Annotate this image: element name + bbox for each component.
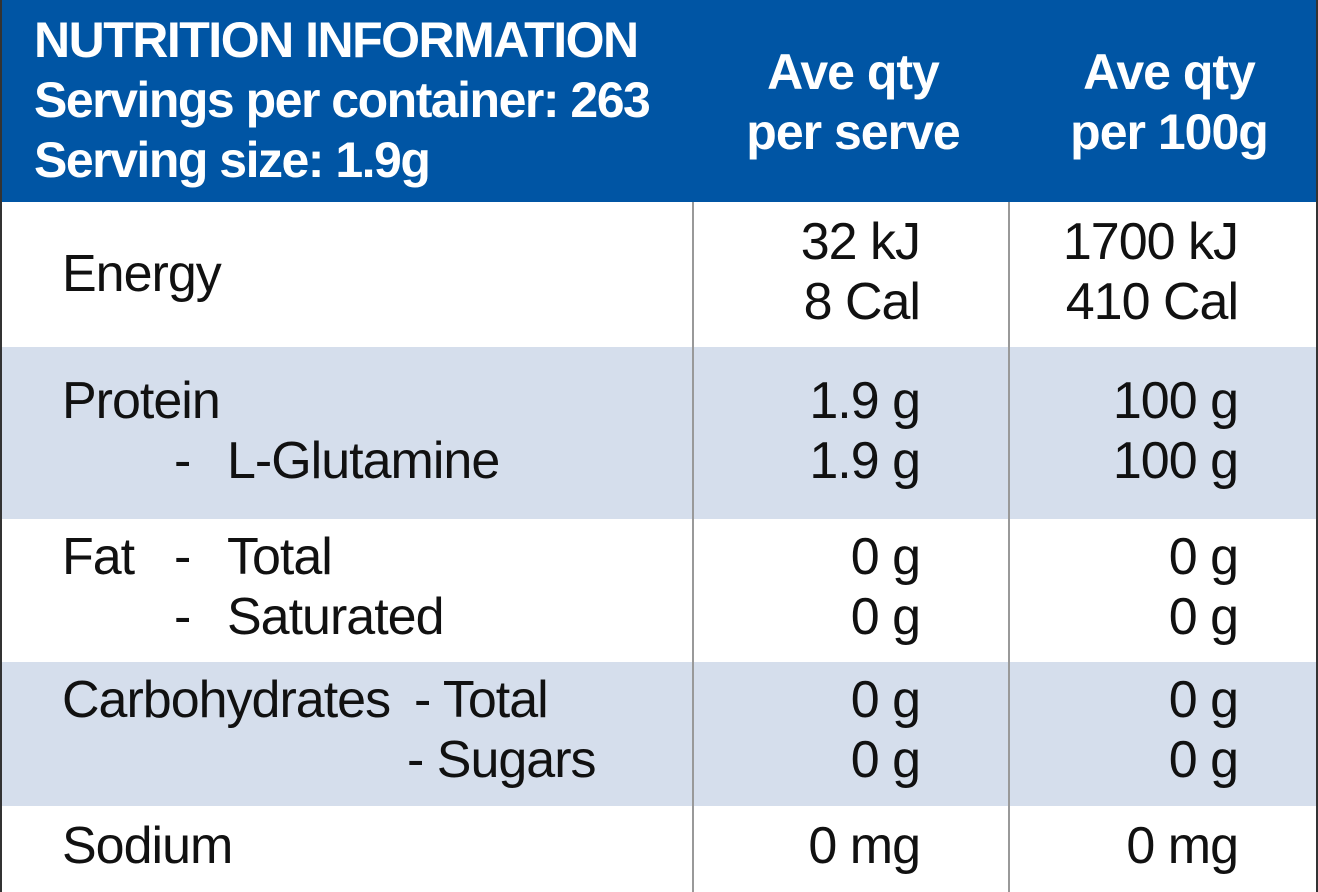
servings-per-container: Servings per container: 263: [34, 72, 651, 128]
table-header: NUTRITION INFORMATION Servings per conta…: [2, 0, 1316, 202]
carbs-sugars-serve: 0 g: [850, 731, 921, 789]
fat-saturated-label: Saturated: [227, 588, 444, 646]
glutamine-serve: 1.9 g: [809, 432, 921, 490]
col-header-line: per 100g: [1070, 104, 1269, 160]
carbs-total-label: - Total: [414, 671, 549, 729]
fat-total-serve: 0 g: [850, 528, 921, 586]
energy-label: Energy: [62, 245, 222, 303]
sodium-serve: 0 mg: [808, 817, 921, 875]
row-fat: Fat - Total - Saturated 0 g 0 g 0 g 0 g: [2, 519, 1316, 662]
column-header-per-100g: Ave qty per 100g: [1012, 42, 1318, 162]
protein-label: Protein: [62, 372, 221, 430]
row-sodium: Sodium 0 mg 0 mg: [2, 806, 1316, 892]
row-protein: Protein - L-Glutamine 1.9 g 1.9 g 100 g …: [2, 347, 1316, 519]
energy-serve-kj: 32 kJ: [800, 213, 921, 271]
sodium-label: Sodium: [62, 817, 233, 875]
fat-total-label: Total: [227, 528, 333, 586]
title: NUTRITION INFORMATION: [34, 12, 639, 68]
col-header-line: Ave qty: [1083, 44, 1256, 100]
row-energy: Energy 32 kJ 8 Cal 1700 kJ 410 Cal: [2, 202, 1316, 347]
carbs-total-serve: 0 g: [850, 671, 921, 729]
fat-dash: -: [174, 528, 191, 586]
column-divider: [1008, 202, 1010, 892]
glutamine-100g: 100 g: [1112, 432, 1239, 490]
col-header-line: per serve: [746, 104, 960, 160]
protein-sub-dash: -: [174, 432, 191, 490]
fat-total-100g: 0 g: [1168, 528, 1239, 586]
col-header-line: Ave qty: [767, 44, 940, 100]
protein-100g: 100 g: [1112, 372, 1239, 430]
column-header-per-serve: Ave qty per serve: [696, 42, 1010, 162]
glutamine-label: L-Glutamine: [227, 432, 500, 490]
energy-100g-kj: 1700 kJ: [1062, 213, 1239, 271]
fat-saturated-100g: 0 g: [1168, 588, 1239, 646]
header-info: NUTRITION INFORMATION Servings per conta…: [34, 10, 651, 190]
fat-label: Fat: [62, 528, 135, 586]
protein-serve: 1.9 g: [809, 372, 921, 430]
serving-size: Serving size: 1.9g: [34, 132, 431, 188]
column-divider: [692, 202, 694, 892]
energy-100g-cal: 410 Cal: [1065, 273, 1239, 331]
carbs-sugars-label: - Sugars: [407, 731, 597, 789]
sodium-100g: 0 mg: [1126, 817, 1239, 875]
fat-saturated-serve: 0 g: [850, 588, 921, 646]
energy-serve-cal: 8 Cal: [803, 273, 921, 331]
row-carbohydrates: Carbohydrates - Total - Sugars 0 g 0 g 0…: [2, 662, 1316, 806]
carbs-sugars-100g: 0 g: [1168, 731, 1239, 789]
fat-dash: -: [174, 588, 191, 646]
carbs-total-100g: 0 g: [1168, 671, 1239, 729]
carbs-label: Carbohydrates: [62, 671, 391, 729]
